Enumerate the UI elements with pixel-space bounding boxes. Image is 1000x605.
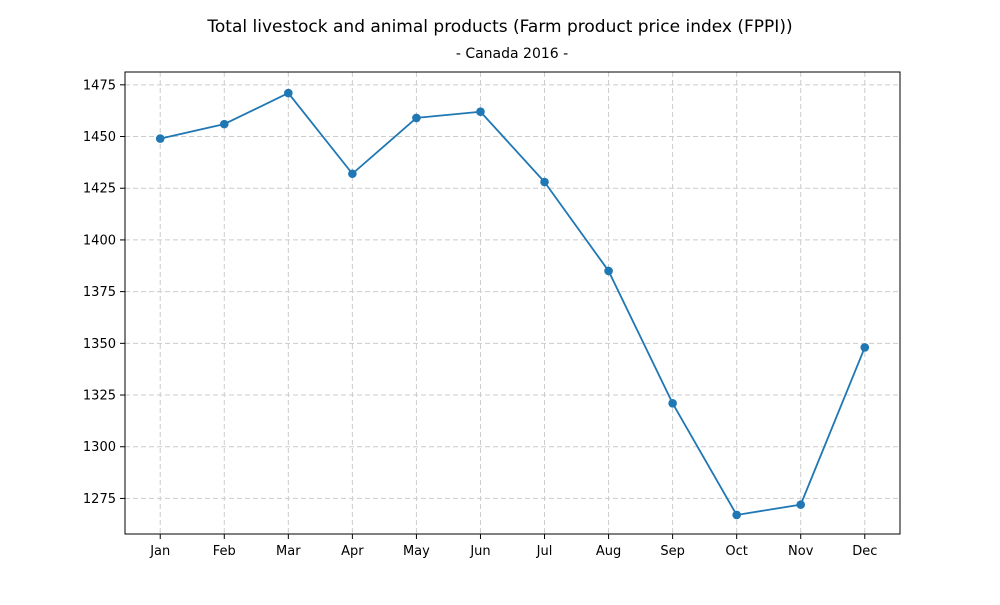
x-tick-label: Jan xyxy=(149,544,170,559)
data-point xyxy=(732,510,741,520)
x-tick-label: Oct xyxy=(725,544,747,559)
y-tick-label: 1350 xyxy=(83,337,116,352)
axis-ticks: 1275 1300 1325 1350 1375 1400 1425 1450 1475 Jan F… xyxy=(83,78,877,559)
y-tick-label: 1400 xyxy=(83,233,116,248)
x-tick-label: Sep xyxy=(660,544,685,559)
x-tick-label: Feb xyxy=(213,544,236,559)
data-point xyxy=(155,134,165,143)
y-tick-label: 1275 xyxy=(83,492,116,507)
x-tick-label: Apr xyxy=(341,544,364,559)
x-tick-label: Mar xyxy=(276,544,301,559)
data-series xyxy=(155,88,870,520)
chart-subtitle: - Canada 2016 - xyxy=(456,46,568,62)
data-point xyxy=(348,169,357,179)
data-point xyxy=(668,398,677,408)
x-tick-label: Jul xyxy=(536,544,553,559)
x-tick-label: Aug xyxy=(596,544,621,559)
data-point xyxy=(476,107,485,117)
y-tick-label: 1450 xyxy=(83,130,116,145)
x-tick-label: Jun xyxy=(469,544,490,559)
data-point xyxy=(219,119,229,129)
data-point xyxy=(412,113,421,123)
chart-title: Total livestock and animal products (Far… xyxy=(206,17,792,37)
x-tick-label: Nov xyxy=(788,544,814,559)
y-tick-label: 1475 xyxy=(83,78,116,93)
x-tick-label: May xyxy=(403,544,430,559)
plot-frame xyxy=(124,71,901,535)
y-tick-label: 1300 xyxy=(83,440,116,455)
y-tick-label: 1375 xyxy=(83,285,116,300)
data-point xyxy=(284,88,293,98)
x-tick-label: Dec xyxy=(852,544,877,559)
y-tick-label: 1425 xyxy=(83,182,116,197)
data-point xyxy=(604,266,613,276)
data-point xyxy=(860,343,870,352)
series-line xyxy=(160,92,866,516)
grid xyxy=(125,72,900,534)
y-tick-label: 1325 xyxy=(83,389,116,404)
data-point xyxy=(796,500,806,509)
data-point xyxy=(540,177,549,187)
